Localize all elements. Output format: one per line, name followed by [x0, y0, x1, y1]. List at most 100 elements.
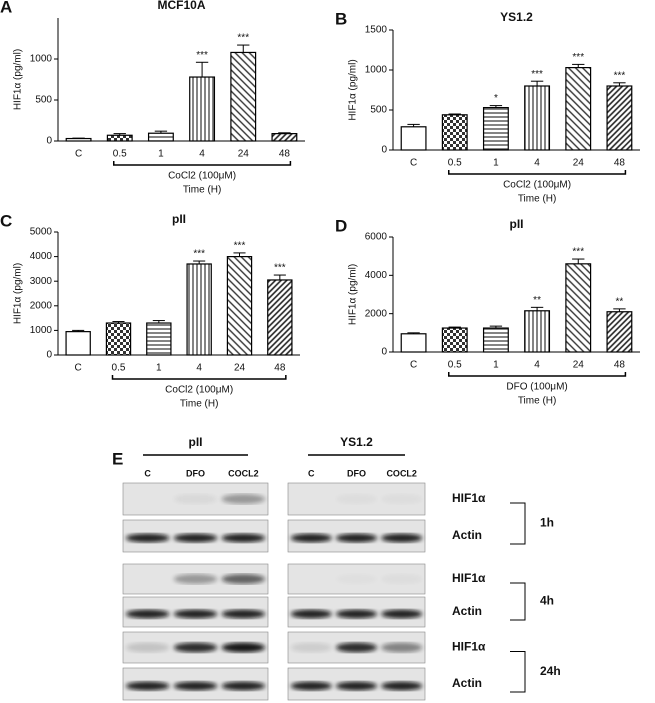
blot-band	[173, 574, 218, 584]
bar	[606, 85, 633, 151]
blot-band	[290, 642, 332, 653]
x-tick-label: C	[75, 363, 82, 374]
y-tick-label: 5000	[30, 227, 53, 238]
time-label: 4h	[540, 594, 554, 608]
bar	[441, 114, 468, 151]
y-tick-label: 2000	[365, 308, 388, 319]
panel-letter: B	[335, 9, 347, 28]
bar	[606, 311, 633, 353]
row-label: Actin	[452, 528, 482, 542]
error-bar	[530, 306, 544, 311]
row-label: HIF1α	[452, 491, 486, 505]
panel-letter: A	[0, 0, 12, 16]
lane-label: COCL2	[228, 468, 259, 478]
blot-band	[125, 609, 170, 619]
bar	[226, 256, 253, 356]
blot-band	[381, 533, 423, 543]
x-tick-label: 24	[234, 363, 246, 374]
bar	[565, 66, 592, 151]
bar	[482, 327, 509, 353]
blot-band	[125, 642, 170, 653]
error-bar	[448, 326, 461, 329]
bar	[65, 331, 91, 356]
bar	[65, 137, 92, 142]
x-tick-label: 1	[156, 363, 162, 374]
lane-label: C	[144, 468, 151, 478]
y-axis-label: HIF1α (pg/ml)	[13, 263, 24, 324]
y-tick-label: 6000	[365, 232, 388, 243]
significance-label: ***	[274, 263, 286, 274]
row-label: HIF1α	[452, 640, 486, 654]
x-tick-label: 4	[534, 360, 540, 371]
bar	[524, 85, 551, 151]
error-bar	[112, 321, 125, 324]
significance-label: **	[616, 297, 624, 308]
y-tick-label: 2000	[30, 300, 53, 311]
y-axis-label: HIF1α (pg/ml)	[348, 59, 359, 120]
y-tick-label: 1000	[30, 54, 53, 65]
blot-band	[221, 642, 266, 653]
y-tick-label: 1000	[30, 325, 53, 336]
error-bar	[572, 258, 585, 264]
chart-title: pII	[172, 212, 186, 226]
treatment-label: CoCl2 (100μM)	[168, 171, 236, 182]
blot-band	[381, 494, 422, 504]
significance-label: ***	[572, 247, 584, 258]
x-tick-label: 48	[614, 158, 626, 169]
blot-band	[221, 574, 266, 584]
error-bar	[407, 332, 420, 334]
group-label: pII	[189, 435, 203, 449]
bar	[186, 263, 212, 356]
x-axis-label: Time (H)	[183, 185, 222, 196]
significance-label: ***	[531, 69, 543, 80]
significance-label: ***	[193, 249, 205, 260]
chart-title: MCF10A	[157, 0, 205, 12]
x-axis-label: Time (H)	[518, 396, 557, 407]
error-bar	[278, 132, 291, 134]
x-tick-label: 0.5	[448, 158, 462, 169]
y-tick-label: 4000	[30, 251, 53, 262]
significance-label: ***	[237, 33, 249, 44]
y-axis-label: HIF1α (pg/ml)	[13, 49, 24, 110]
lane-label: DFO	[186, 468, 205, 478]
time-bracket	[510, 502, 526, 545]
row-label: Actin	[452, 604, 482, 618]
blot-band	[221, 609, 266, 619]
y-tick-label: 4000	[365, 270, 388, 281]
x-tick-label: 48	[279, 149, 291, 160]
x-tick-label: 48	[274, 363, 286, 374]
error-bar	[113, 133, 126, 136]
error-bar	[530, 80, 544, 86]
y-tick-label: 500	[370, 105, 387, 116]
blot-band	[221, 681, 266, 691]
error-bar	[613, 308, 626, 312]
bar	[189, 76, 216, 142]
chart-title: pII	[510, 217, 524, 231]
row-label: Actin	[452, 676, 482, 690]
bar	[271, 133, 298, 142]
error-bar	[233, 252, 246, 257]
chart-title: YS1.2	[500, 10, 533, 24]
x-tick-label: 1	[158, 149, 164, 160]
blot-band	[173, 494, 218, 504]
blot-band	[381, 609, 423, 619]
panel-letter: D	[335, 216, 347, 235]
treatment-label: CoCl2 (100μM)	[165, 385, 233, 396]
blot-band	[335, 681, 378, 691]
y-tick-label: 0	[46, 136, 52, 147]
lane-label: C	[308, 468, 315, 478]
significance-label: ***	[614, 70, 626, 81]
blot-band	[173, 533, 218, 543]
treatment-bracket	[111, 375, 287, 380]
blot-band	[173, 642, 218, 653]
blot-band	[335, 609, 378, 619]
y-tick-label: 3000	[30, 276, 53, 287]
error-bar	[154, 130, 168, 134]
significance-label: ***	[234, 241, 246, 252]
blot-band	[381, 574, 422, 584]
blot-band	[173, 681, 218, 691]
x-tick-label: C	[410, 158, 417, 169]
error-bar	[193, 260, 206, 264]
blot-band	[381, 642, 423, 653]
